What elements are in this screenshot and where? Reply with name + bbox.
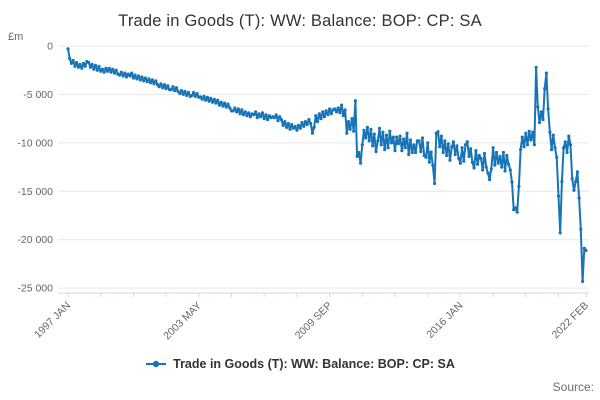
y-axis-labels: 0 -5 000 -10 000 -15 000 -20 000 -25 000 (17, 41, 53, 295)
source-label: Source: (552, 380, 594, 394)
chart-title: Trade in Goods (T): WW: Balance: BOP: CP… (118, 12, 482, 30)
svg-text:1997 JAN: 1997 JAN (32, 300, 73, 341)
y-axis-unit-label: £m (8, 31, 24, 43)
svg-text:2016 JAN: 2016 JAN (424, 300, 465, 341)
svg-text:-20 000: -20 000 (17, 234, 53, 246)
legend-series-label: Trade in Goods (T): WW: Balance: BOP: CP… (173, 357, 455, 371)
series-markers (66, 47, 588, 283)
svg-text:2003 MAY: 2003 MAY (161, 300, 204, 343)
svg-text:-25 000: -25 000 (17, 283, 53, 295)
svg-text:2009 SEP: 2009 SEP (293, 300, 335, 342)
x-axis-ticks (67, 293, 587, 297)
svg-text:0: 0 (47, 41, 53, 53)
svg-text:-10 000: -10 000 (17, 137, 53, 149)
svg-text:-5 000: -5 000 (23, 89, 53, 101)
legend-item[interactable]: Trade in Goods (T): WW: Balance: BOP: CP… (145, 357, 455, 371)
legend: Trade in Goods (T): WW: Balance: BOP: CP… (0, 357, 600, 371)
x-axis-labels: 1997 JAN 2003 MAY 2009 SEP 2016 JAN 2022 FEB (32, 300, 591, 343)
series-line-marker-icon (146, 360, 167, 368)
svg-text:-15 000: -15 000 (17, 186, 53, 198)
y-gridlines (58, 45, 589, 289)
svg-text:2022 FEB: 2022 FEB (550, 300, 592, 342)
